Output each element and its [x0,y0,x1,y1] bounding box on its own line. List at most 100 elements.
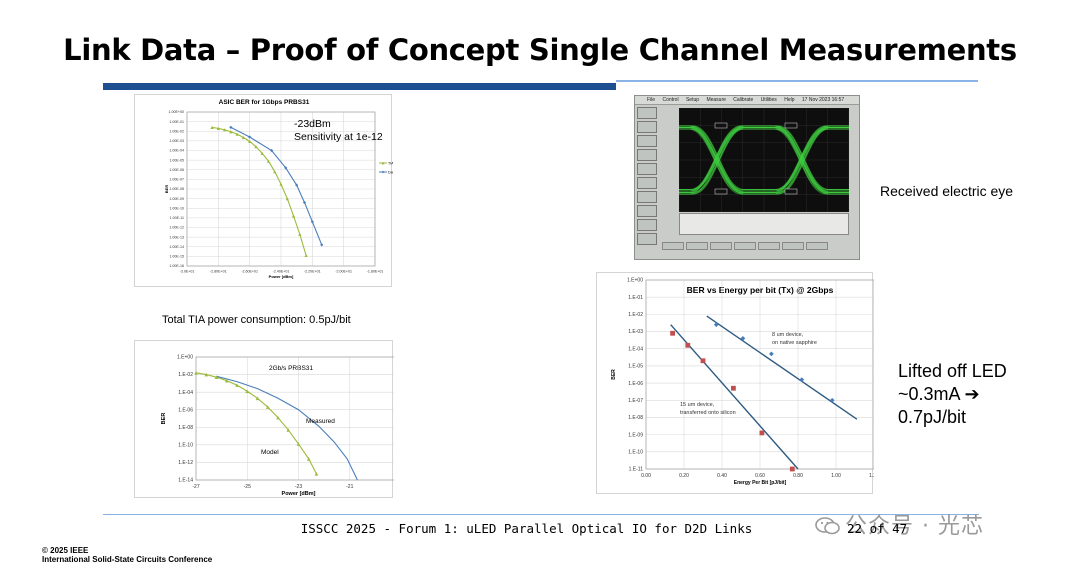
x-tick-label: 0.80 [793,473,803,479]
annotation-line-1: -23dBm [294,118,331,130]
data-point [759,430,765,436]
annotation-model: Model [261,449,279,456]
chart-title: 2Gb/s PRBS31 [269,365,313,372]
scope-menu-setup: Setup [685,97,700,103]
eye-trace [774,128,859,190]
eye-trace [777,127,859,193]
title-underline-dark [103,83,616,90]
annotation-measured: Measured [306,418,335,425]
data-point [685,342,691,348]
eye-trace [778,125,859,193]
copyright-line-1: © 2025 IEEE [42,546,89,555]
y-tick-label: 1.00E-09 [169,197,184,201]
x-tick-label: -2.80E+01 [210,270,227,274]
data-point [276,415,280,420]
eye-trace [693,127,779,195]
data-point [314,472,319,476]
eye-marker-box [784,122,798,129]
data-point [829,397,835,403]
eye-marker-box [714,122,728,129]
eye-trace [635,127,691,154]
x-tick-label: -21 [346,484,353,490]
eye-trace [689,128,775,190]
slide-title: Link Data – Proof of Concept Single Chan… [63,33,1017,67]
data-point [248,139,252,143]
series-line [211,126,307,256]
eye-trace [635,125,694,160]
y-tick-label: 1.E-02 [628,312,643,318]
data-point [304,253,308,258]
x-tick-label: -2.00E+01 [335,270,352,274]
y-tick-label: 1.E-06 [628,381,643,387]
data-point [298,232,302,236]
data-point [284,166,288,170]
data-point [270,148,274,153]
eye-trace [635,128,693,159]
data-point [229,130,233,134]
x-tick-label: -1.80E+01 [367,270,384,274]
ber-2gbps-chart: 2Gb/s PRBS31 1.E+00 1.E-02 1.E-04 1.E-06 1.E-… [161,355,394,497]
eye-trace [635,128,690,152]
data-point [224,378,229,383]
series-label-8um-line-2: on native sapphire [772,340,817,346]
eye-trace [635,125,693,156]
eye-diagram-scope: File Control Setup Measure Calibrate Uti… [634,95,860,260]
data-point [273,170,277,174]
eye-marker-box [784,188,798,195]
y-tick-label: 1.E-04 [178,390,193,396]
x-tick-label: 1.00 [831,473,841,479]
plot-area-border [186,111,376,267]
x-tick-label: 0.60 [755,473,765,479]
data-point [260,151,264,155]
eye-trace [635,163,691,190]
x-tick-label: -2.20E+01 [304,270,321,274]
data-point [286,428,291,432]
y-tick-label: 1.00E-11 [170,216,184,220]
watermark-text: 公众号 · 光芯 [845,514,984,539]
y-axis-label: BER [161,413,167,425]
plot-area-border [645,279,874,470]
legend-marker [381,161,385,165]
eye-trace [635,127,694,161]
scope-menubar: File Control Setup Measure Calibrate Uti… [635,96,859,105]
y-tick-label: 1.00E-05 [169,158,184,162]
x-tick-label: 0.00 [641,473,651,479]
y-tick-label: 1.E-05 [628,364,643,370]
y-tick-label: 1.E+00 [177,355,193,361]
data-point [320,243,324,247]
eye-trace [635,164,693,195]
lifted-off-led-note: Lifted off LED ~0.3mA ➔ 0.7pJ/bit [898,361,1007,427]
scope-menu-help: Help [784,97,795,103]
data-point [279,182,283,186]
eye-trace [635,166,690,192]
y-tick-label: 1.E-01 [628,295,643,301]
y-tick-label: 1.E-09 [628,432,643,438]
y-tick-label: 1.E-10 [178,443,193,449]
data-point [223,128,227,132]
data-point [731,385,736,391]
data-point [241,135,245,140]
eye-trace [689,128,775,190]
y-tick-label: 1.00E-16 [169,264,184,268]
y-tick-label: 1.E-08 [178,425,193,431]
y-tick-label: 1.00E-12 [169,226,184,230]
data-point [266,159,271,163]
data-point [713,322,719,328]
eye-trace [635,127,689,150]
tia-power-note: Total TIA power consumption: 0.5pJ/bit [162,314,351,326]
data-point [216,126,220,130]
x-axis-label: Power [dBm] [269,274,294,279]
x-tick-label: -23 [295,484,302,490]
series-line [230,126,323,246]
data-point [235,132,239,136]
y-tick-label: 1.00E-04 [169,149,184,153]
eye-trace [635,160,694,195]
ber-vs-energy-chart-panel: BER vs Energy per bit (Tx) @ 2Gbps 1.E+00… [596,272,874,494]
eye-trace [693,125,779,193]
y-axis-label: BER [611,369,617,380]
scope-menu-measure: Measure [706,97,726,103]
data-point [229,125,233,129]
y-tick-label: 1.E-12 [178,460,193,466]
series-label-15um-line-2: transferred onto silicon [680,410,736,416]
eye-trace [692,128,778,195]
